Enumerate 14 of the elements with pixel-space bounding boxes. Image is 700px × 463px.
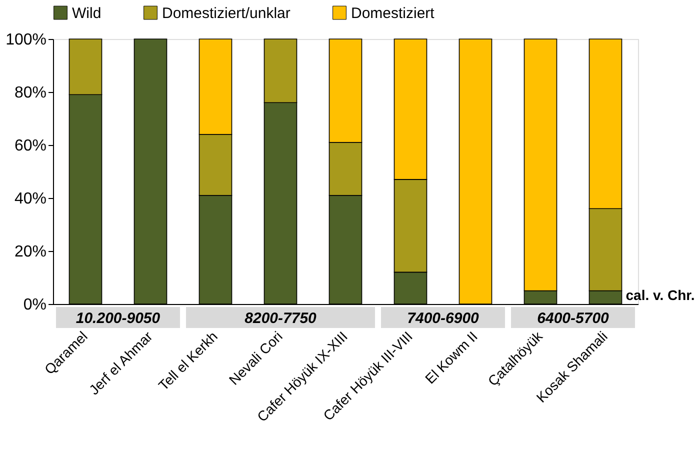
- y-tick-label: 100%: [6, 32, 46, 48]
- y-tick-label: 0%: [23, 296, 46, 314]
- y-tick-label: 20%: [14, 244, 46, 260]
- text: 7400-6900: [407, 310, 480, 327]
- legend-label: Domestiziert: [351, 4, 436, 22]
- legend-label: Domestiziert/unklar: [162, 4, 290, 22]
- annotation: cal. v. Chr.: [626, 287, 695, 303]
- y-tick-label: 40%: [14, 190, 46, 208]
- text: 8200-7750: [244, 310, 318, 327]
- legend-label: Wild: [72, 4, 102, 22]
- y-tick-label: 60%: [14, 138, 46, 154]
- text: 10.200-9050: [76, 310, 161, 327]
- text: 6400-5700: [537, 310, 610, 327]
- y-tick-label: 80%: [14, 84, 46, 102]
